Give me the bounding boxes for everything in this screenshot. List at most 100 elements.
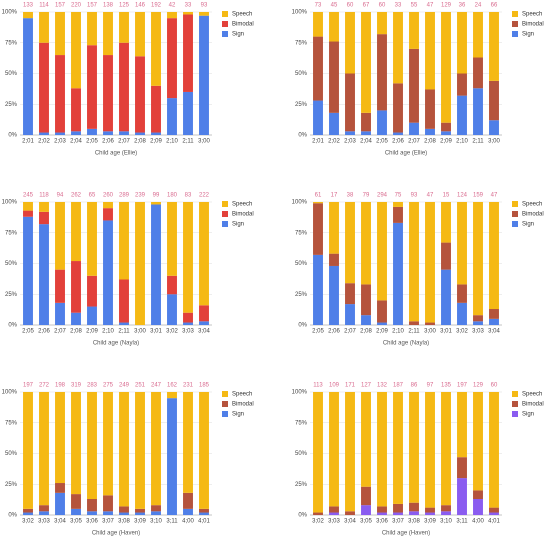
x-tick-label: 2;11 [182, 139, 194, 145]
bar-segment [425, 12, 435, 90]
bar-segment [103, 220, 113, 325]
legend-label: Bimodal [522, 22, 544, 28]
bar-segment [119, 279, 129, 323]
bar-segment [39, 224, 49, 325]
count-label: 127 [361, 383, 372, 389]
bar-segment [103, 208, 113, 221]
count-label: 67 [363, 3, 370, 9]
x-tick-label: 3;06 [376, 519, 388, 525]
bar-segment [199, 15, 209, 135]
bar-segment [167, 294, 177, 325]
x-tick-label: 2;11 [118, 329, 130, 335]
bar-segment [377, 322, 387, 325]
bar-segment [377, 12, 387, 35]
legend-swatch [512, 411, 518, 417]
bar-segment [441, 202, 451, 243]
y-tick-label: 50% [5, 451, 18, 457]
x-tick-label: 2;06 [328, 329, 340, 335]
x-tick-label: 2;09 [150, 139, 162, 145]
count-label: 135 [441, 383, 452, 389]
count-label: 272 [39, 383, 50, 389]
count-label: 36 [459, 3, 466, 9]
y-tick-label: 0% [298, 513, 307, 519]
x-tick-label: 3;11 [166, 519, 178, 525]
bar-segment [409, 392, 419, 503]
bar-segment [329, 506, 339, 513]
count-label: 319 [71, 383, 82, 389]
bar-segment [183, 312, 193, 323]
count-label: 187 [393, 383, 404, 389]
legend-swatch [512, 391, 518, 397]
bar-segment [313, 512, 323, 515]
count-label: 129 [441, 3, 452, 9]
x-tick-label: 3;07 [102, 519, 114, 525]
bar-segment [457, 457, 467, 479]
bar-segment [457, 392, 467, 458]
count-label: 197 [457, 383, 468, 389]
bar-segment [457, 95, 467, 135]
bar-segment [151, 511, 161, 515]
bar-segment [135, 56, 145, 133]
bar-segment [473, 392, 483, 491]
x-tick-label: 2;01 [22, 139, 34, 145]
x-tick-label: 4;00 [182, 519, 194, 525]
bar-segment [199, 512, 209, 515]
bar-segment [313, 12, 323, 37]
bar-segment [183, 91, 193, 135]
legend-swatch [222, 211, 228, 217]
bar-segment [199, 202, 209, 306]
bar-segment [457, 302, 467, 325]
count-label: 192 [151, 3, 162, 9]
bar-segment [55, 269, 65, 303]
bar-segment [457, 73, 467, 96]
count-label: 33 [185, 3, 192, 9]
x-tick-label: 3;02 [166, 329, 178, 335]
bar-segment [393, 202, 403, 207]
bar-segment [313, 100, 323, 135]
bar-segment [457, 12, 467, 74]
x-tick-label: 3;00 [488, 139, 500, 145]
legend-label: Sign [232, 32, 244, 38]
x-tick-label: 2;10 [102, 329, 114, 335]
bar-segment [119, 202, 129, 280]
bar-segment [71, 508, 81, 515]
bar-segment [329, 392, 339, 507]
bar-segment [55, 302, 65, 325]
count-label: 47 [427, 193, 434, 199]
count-label: 162 [167, 383, 178, 389]
bar-segment [87, 511, 97, 515]
legend-swatch [222, 201, 228, 207]
count-label: 109 [329, 383, 340, 389]
bar-segment [87, 275, 97, 307]
x-tick-label: 2;06 [38, 329, 50, 335]
bar-segment [103, 131, 113, 135]
x-tick-label: 3;08 [118, 519, 130, 525]
count-label: 45 [331, 3, 338, 9]
x-tick-label: 3;03 [182, 329, 194, 335]
bar-segment [457, 284, 467, 303]
bar-segment [39, 202, 49, 212]
bar-segment [151, 12, 161, 86]
bar-segment [377, 300, 387, 323]
bar-segment [441, 12, 451, 123]
count-label: 247 [151, 383, 162, 389]
x-tick-label: 3;05 [360, 519, 372, 525]
y-tick-label: 25% [5, 102, 18, 108]
legend-label: Sign [522, 412, 534, 418]
bar-segment [183, 322, 193, 325]
bar-segment [135, 12, 145, 57]
legend-label: Bimodal [232, 22, 254, 28]
bar-segment [87, 202, 97, 276]
y-tick-label: 100% [292, 390, 308, 396]
bar-segment [361, 284, 371, 316]
bar-segment [103, 202, 113, 209]
legend-swatch [222, 221, 228, 227]
bar-segment [183, 14, 193, 92]
bar-segment [55, 132, 65, 135]
x-tick-label: 4;00 [472, 519, 484, 525]
x-tick-label: 2;08 [424, 139, 436, 145]
bar-segment [473, 499, 483, 515]
legend-label: Sign [522, 32, 534, 38]
bar-segment [377, 512, 387, 515]
count-label: 283 [87, 383, 98, 389]
